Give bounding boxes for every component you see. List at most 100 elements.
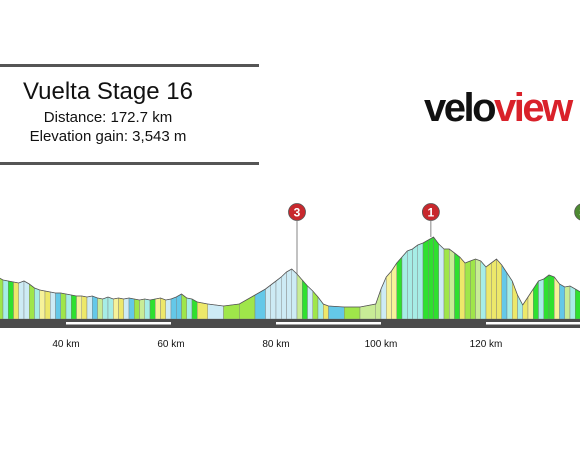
profile-segment <box>155 297 161 320</box>
profile-segment <box>97 297 103 320</box>
profile-segment <box>160 297 166 320</box>
road-stripe <box>486 322 580 325</box>
profile-segment <box>176 293 182 320</box>
road-stripe <box>276 322 381 325</box>
profile-segment <box>65 293 72 320</box>
profile-segment <box>281 271 287 320</box>
profile-segment <box>123 297 130 320</box>
profile-segment <box>386 270 392 320</box>
x-tick-label: 120 km <box>470 339 503 350</box>
climb-marker-label: 1 <box>428 206 435 220</box>
profile-segment <box>113 297 119 320</box>
logo-text-view: view <box>494 86 573 130</box>
profile-segment <box>501 264 508 320</box>
profile-segment <box>270 280 277 320</box>
profile-segment <box>307 285 313 320</box>
profile-segment <box>559 283 565 320</box>
profile-segment <box>344 306 361 320</box>
profile-segment <box>44 290 51 320</box>
profile-segment <box>34 287 40 320</box>
road-stripe <box>66 322 171 325</box>
climb-marker-badge <box>421 203 440 221</box>
profile-segment <box>412 244 418 320</box>
profile-segment <box>428 236 434 320</box>
profile-segment <box>417 242 424 320</box>
profile-segment <box>76 295 82 320</box>
profile-segment <box>265 284 271 320</box>
profile-segment <box>239 294 256 320</box>
profile-segment <box>223 303 240 320</box>
profile-segment <box>86 295 93 320</box>
profile-segment <box>312 290 319 320</box>
profile-segment <box>207 303 224 320</box>
profile-segment <box>328 305 345 320</box>
climb-marker-label: 3 <box>294 206 301 220</box>
profile-segment <box>55 292 61 320</box>
profile-segment <box>543 274 550 320</box>
profile-segment <box>102 296 109 320</box>
profile-segment <box>396 256 403 320</box>
profile-segment <box>443 248 450 320</box>
stage-title: Vuelta Stage 16 <box>23 78 193 105</box>
title-top-rule <box>0 64 259 67</box>
profile-segment <box>170 296 177 320</box>
profile-segment <box>50 291 56 320</box>
stage-info-box: Vuelta Stage 16 Distance: 172.7 km Eleva… <box>0 64 259 165</box>
x-tick-label: 60 km <box>157 339 184 350</box>
profile-segment <box>575 288 580 320</box>
profile-segment <box>60 292 67 320</box>
profile-segment <box>296 273 303 320</box>
profile-segment <box>29 283 35 320</box>
profile-segment <box>475 258 481 320</box>
profile-outline <box>0 236 580 308</box>
profile-segment <box>144 298 151 320</box>
x-tick-label: 100 km <box>365 339 398 350</box>
profile-segment <box>139 298 145 320</box>
profile-segment <box>134 298 140 320</box>
stage-elevation-gain: Elevation gain: 3,543 m <box>29 128 187 145</box>
profile-segment <box>92 295 98 320</box>
veloview-logo: veloview <box>424 86 573 131</box>
profile-segment <box>422 239 429 320</box>
profile-segment <box>165 298 172 320</box>
profile-segment <box>548 274 555 320</box>
profile-segment <box>375 288 382 320</box>
profile-segment <box>480 260 487 320</box>
profile-segment <box>0 278 4 320</box>
x-tick-label: 80 km <box>262 339 289 350</box>
profile-segment <box>496 258 502 320</box>
climb-marker-badge <box>288 203 306 221</box>
title-bottom-rule <box>0 162 259 165</box>
profile-segment <box>128 297 135 320</box>
profile-segment <box>2 279 9 320</box>
profile-segment <box>485 262 492 320</box>
profile-segment <box>107 296 114 320</box>
profile-segment <box>407 248 413 320</box>
profile-segment <box>81 295 88 320</box>
profile-segment <box>254 288 266 320</box>
profile-segment <box>459 256 466 320</box>
logo-text-velo: velo <box>424 86 497 130</box>
profile-segment <box>538 278 544 320</box>
profile-segment <box>39 289 46 320</box>
profile-segment <box>149 298 156 320</box>
profile-segment <box>517 294 523 320</box>
profile-segment <box>18 280 25 320</box>
profile-segment <box>470 258 476 320</box>
profile-segment <box>186 297 193 320</box>
x-tick-label: 40 km <box>52 339 79 350</box>
profile-segment <box>71 294 77 320</box>
profile-segment <box>512 280 518 320</box>
profile-segment <box>569 285 576 320</box>
profile-segment <box>275 276 282 320</box>
profile-segment <box>13 281 19 320</box>
profile-segment <box>118 297 124 320</box>
profile-segment <box>491 258 497 320</box>
profile-segment <box>449 248 455 320</box>
profile-segment <box>391 262 397 320</box>
profile-segment <box>454 252 460 320</box>
profile-segment <box>564 285 571 320</box>
profile-segment <box>464 260 471 320</box>
profile-segment <box>8 280 14 320</box>
